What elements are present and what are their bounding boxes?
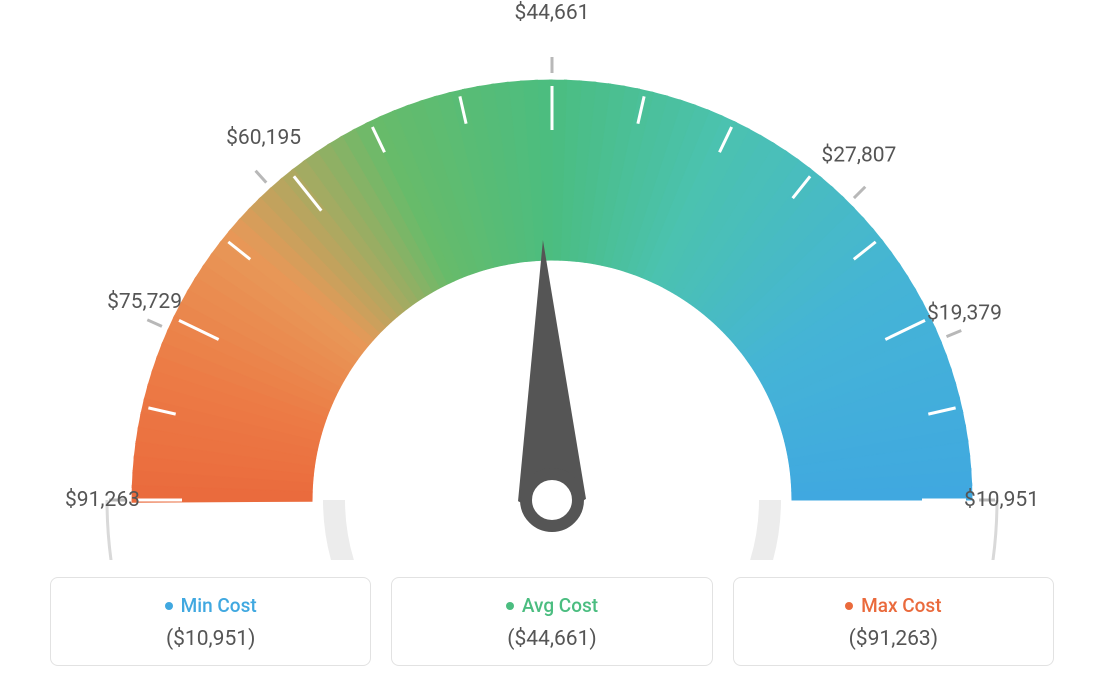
legend-title-min: Min Cost [181,594,257,617]
legend-dot-max [845,602,853,610]
legend-dot-avg [506,602,514,610]
gauge-tick-label: $19,379 [927,302,1002,326]
cost-gauge: $10,951 $19,379 $27,807 $44,661 $60,195 $75,7… [0,0,1104,560]
legend-row: Min Cost ($10,951) Avg Cost ($44,661) Ma… [50,577,1054,666]
gauge-tick-label: $75,729 [107,290,182,314]
gauge-hub [526,474,578,526]
gauge-tick-label: $10,951 [964,488,1039,512]
legend-title-max: Max Cost [861,594,941,617]
legend-value-min: ($10,951) [57,627,364,651]
legend-dot-min [165,602,173,610]
legend-title-avg: Avg Cost [522,594,598,617]
legend-value-avg: ($44,661) [398,627,705,651]
gauge-tick-label: $27,807 [821,144,896,168]
legend-card-max: Max Cost ($91,263) [733,577,1054,666]
legend-card-avg: Avg Cost ($44,661) [391,577,712,666]
legend-card-min: Min Cost ($10,951) [50,577,371,666]
gauge-tick-label: $60,195 [226,126,301,150]
gauge-tick-label: $44,661 [515,1,590,25]
gauge-tick-label: $91,263 [65,488,140,512]
legend-value-max: ($91,263) [740,627,1047,651]
